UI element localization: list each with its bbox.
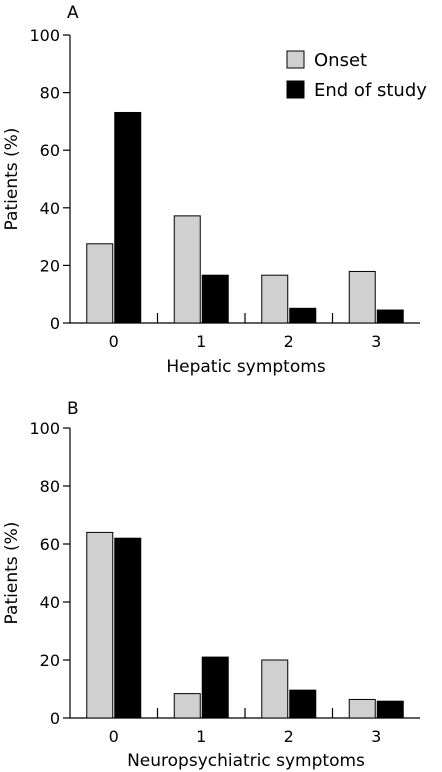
panel-b-xtick-label: 1	[196, 727, 206, 746]
panel-a-label: A	[67, 3, 79, 23]
panel-b-bar-end-2	[289, 689, 317, 719]
panel-b-bar-end-3	[376, 700, 404, 719]
panel-b-bar-onset-1	[173, 693, 201, 719]
panel-b-ylabel: Patients (%)	[2, 522, 22, 625]
legend-onset-label: Onset	[314, 50, 367, 71]
panel-b-bar-onset-3	[348, 698, 376, 719]
panel-b-ytick-label: 60	[40, 535, 60, 554]
legend-end-swatch	[286, 80, 305, 99]
panel-a-ylabel: Patients (%)	[2, 128, 22, 231]
panel-a-ytick-label: 80	[40, 84, 60, 103]
panel-a-plot: 0 20 40 60 80 100 0 1 2 3	[29, 26, 420, 351]
panel-a-ytick-label: 40	[40, 199, 60, 218]
panel-a-bar-end-1	[201, 274, 229, 324]
panel-b-xtick-label: 3	[371, 727, 381, 746]
panel-a-bar-onset-0	[86, 243, 114, 324]
panel-a: A 0 20 40 60 80 100 0 1 2 3 Patients (%) Hepatic …	[2, 3, 427, 377]
panel-b-ytick-label: 40	[40, 593, 60, 612]
panel-b: B 0 20 40 60 80 100 0 1 2 3 Patients (%) Neuropsy…	[2, 399, 420, 771]
panel-b-plot: 0 20 40 60 80 100 0 1 2 3	[29, 419, 420, 746]
panel-b-xlabel: Neuropsychiatric symptoms	[127, 751, 365, 771]
panel-a-xtick-label: 0	[109, 332, 119, 351]
panel-b-xtick-label: 2	[284, 727, 294, 746]
panel-a-ytick-label: 100	[29, 26, 60, 45]
panel-a-bar-onset-3	[348, 270, 376, 324]
panel-a-bar-end-3	[376, 309, 404, 324]
panel-b-ytick-label: 80	[40, 477, 60, 496]
panel-b-label: B	[67, 399, 79, 419]
legend: Onset End of study	[286, 50, 427, 101]
legend-end-label: End of study	[314, 80, 427, 101]
panel-a-xlabel: Hepatic symptoms	[166, 357, 325, 377]
panel-b-xtick-label: 0	[109, 727, 119, 746]
panel-a-ytick-label: 0	[50, 314, 60, 333]
panel-b-ytick-label: 20	[40, 651, 60, 670]
panel-b-bar-onset-0	[86, 531, 114, 719]
panel-a-ytick-label: 20	[40, 256, 60, 275]
panel-b-bar-end-0	[114, 537, 142, 719]
panel-a-bar-onset-2	[261, 274, 289, 324]
panel-a-bar-end-0	[114, 111, 142, 324]
panel-a-xtick-label: 2	[284, 332, 294, 351]
panel-a-bar-onset-1	[173, 215, 201, 324]
panel-b-ytick-label: 0	[50, 709, 60, 728]
panel-a-xtick-label: 1	[196, 332, 206, 351]
panel-b-bar-onset-2	[261, 659, 289, 719]
panel-b-bar-end-1	[201, 656, 229, 719]
panel-b-ytick-label: 100	[29, 419, 60, 438]
panel-a-bar-end-2	[289, 307, 317, 324]
panel-a-ytick-label: 60	[40, 141, 60, 160]
legend-onset-swatch	[286, 50, 305, 69]
panel-a-xtick-label: 3	[371, 332, 381, 351]
